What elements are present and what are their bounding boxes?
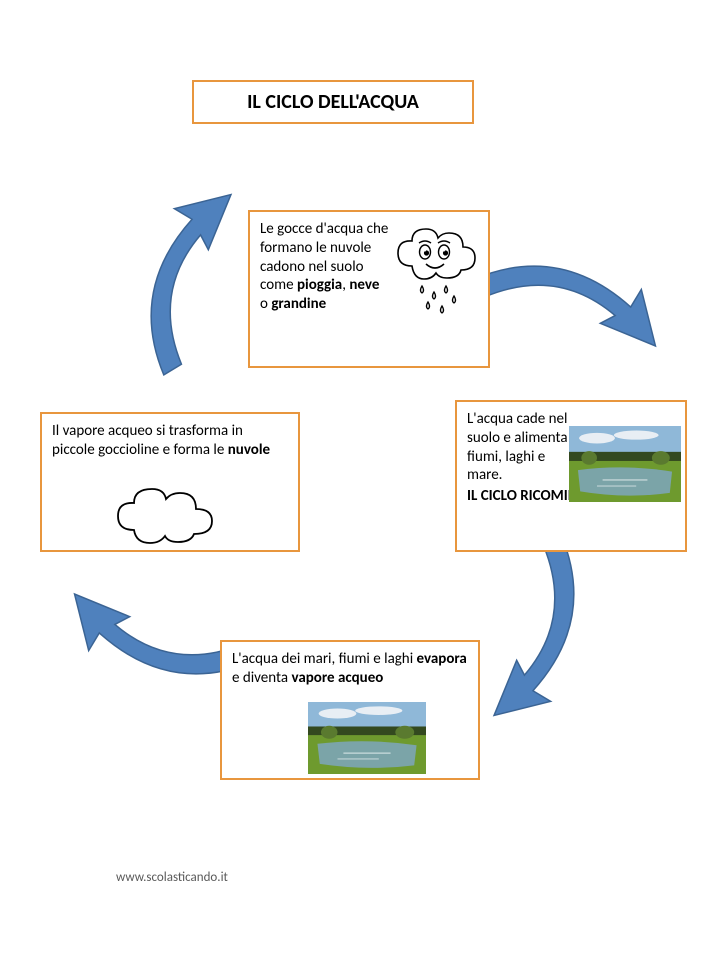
node-precipitation-text: Le gocce d'acqua che formano le nuvole c… [260, 220, 390, 314]
node-evaporation-text: L'acqua dei mari, fiumi e laghi evapora … [232, 650, 468, 688]
node-collection: L'acqua cade nel suolo e alimenta fiumi,… [455, 400, 687, 552]
lake-image [569, 426, 681, 502]
node-condensation-text: Il vapore acqueo si trasforma in piccole… [52, 422, 288, 460]
footer-text: www.scolasticando.it [116, 870, 228, 885]
node-condensation: Il vapore acqueo si trasforma in piccole… [40, 412, 300, 552]
footer-credit: www.scolasticando.it [116, 870, 228, 885]
node-precipitation: Le gocce d'acqua che formano le nuvole c… [248, 210, 490, 368]
cloud-outline-icon [112, 484, 222, 548]
node-collection-text: L'acqua cade nel suolo e alimenta fiumi,… [467, 410, 575, 485]
page-title-text: IL CICLO DELL'ACQUA [247, 90, 419, 114]
raincloud-face-icon [392, 226, 484, 322]
lake-image-small [308, 702, 426, 774]
node-evaporation: L'acqua dei mari, fiumi e laghi evapora … [220, 640, 480, 780]
page-title: IL CICLO DELL'ACQUA [192, 80, 474, 124]
